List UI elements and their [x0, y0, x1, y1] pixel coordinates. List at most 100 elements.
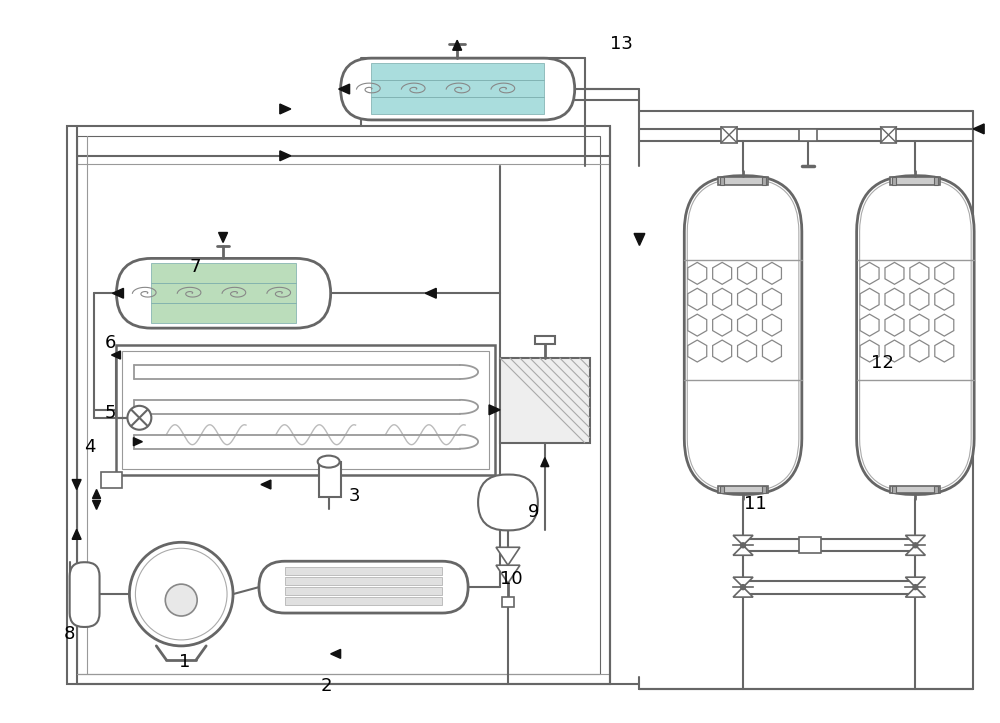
- Bar: [371, 97, 544, 114]
- Bar: [720, 176, 724, 184]
- Polygon shape: [738, 340, 757, 362]
- Bar: [718, 486, 768, 494]
- Polygon shape: [885, 340, 904, 362]
- Polygon shape: [111, 351, 120, 359]
- Circle shape: [165, 584, 197, 616]
- Polygon shape: [910, 262, 929, 284]
- Polygon shape: [738, 315, 757, 336]
- Bar: [101, 471, 122, 487]
- Polygon shape: [910, 315, 929, 336]
- FancyBboxPatch shape: [687, 179, 799, 492]
- Text: 4: 4: [84, 437, 95, 455]
- Bar: [122, 351, 489, 469]
- Polygon shape: [905, 577, 925, 587]
- Text: 5: 5: [105, 403, 116, 422]
- Bar: [934, 486, 938, 494]
- Circle shape: [127, 406, 151, 429]
- Polygon shape: [885, 288, 904, 310]
- FancyBboxPatch shape: [684, 176, 802, 495]
- Ellipse shape: [318, 455, 340, 468]
- Polygon shape: [905, 587, 925, 597]
- Bar: [799, 537, 821, 553]
- Polygon shape: [489, 405, 500, 415]
- Polygon shape: [860, 288, 879, 310]
- Polygon shape: [738, 288, 757, 310]
- Polygon shape: [496, 547, 520, 565]
- Polygon shape: [935, 315, 954, 336]
- Polygon shape: [688, 288, 707, 310]
- Polygon shape: [72, 479, 81, 489]
- Bar: [77, 136, 600, 674]
- FancyBboxPatch shape: [857, 176, 974, 495]
- FancyBboxPatch shape: [478, 474, 538, 531]
- Polygon shape: [425, 288, 436, 298]
- Polygon shape: [910, 288, 929, 310]
- Bar: [890, 176, 940, 184]
- Bar: [502, 597, 514, 607]
- Polygon shape: [905, 545, 925, 555]
- Polygon shape: [634, 234, 645, 245]
- Polygon shape: [733, 545, 753, 555]
- FancyBboxPatch shape: [860, 179, 971, 492]
- Polygon shape: [280, 104, 291, 114]
- Bar: [892, 486, 896, 494]
- Polygon shape: [713, 340, 732, 362]
- Polygon shape: [885, 315, 904, 336]
- Polygon shape: [733, 535, 753, 545]
- Polygon shape: [93, 489, 101, 498]
- Polygon shape: [541, 458, 549, 466]
- Bar: [285, 597, 442, 605]
- Bar: [718, 176, 768, 184]
- Bar: [67, 126, 610, 684]
- Bar: [799, 129, 817, 141]
- Circle shape: [129, 542, 233, 646]
- Polygon shape: [219, 233, 228, 242]
- Polygon shape: [905, 535, 925, 545]
- Polygon shape: [935, 288, 954, 310]
- Polygon shape: [860, 340, 879, 362]
- Text: 7: 7: [189, 258, 201, 276]
- Bar: [881, 127, 896, 143]
- Polygon shape: [713, 262, 732, 284]
- Polygon shape: [738, 262, 757, 284]
- Circle shape: [913, 543, 918, 548]
- FancyBboxPatch shape: [70, 562, 100, 627]
- FancyBboxPatch shape: [116, 258, 331, 328]
- Bar: [720, 486, 724, 494]
- Polygon shape: [733, 587, 753, 597]
- Polygon shape: [762, 262, 781, 284]
- Polygon shape: [688, 262, 707, 284]
- Polygon shape: [762, 288, 781, 310]
- Circle shape: [135, 548, 227, 640]
- Bar: [500, 358, 590, 442]
- Polygon shape: [973, 124, 984, 134]
- Circle shape: [741, 585, 746, 590]
- Bar: [371, 80, 544, 97]
- Bar: [535, 336, 555, 344]
- Polygon shape: [339, 84, 350, 94]
- Bar: [934, 176, 938, 184]
- Polygon shape: [280, 151, 291, 161]
- Polygon shape: [762, 340, 781, 362]
- Circle shape: [913, 585, 918, 590]
- Bar: [762, 486, 766, 494]
- Bar: [892, 176, 896, 184]
- Text: 13: 13: [610, 35, 632, 54]
- Text: 9: 9: [528, 503, 539, 521]
- Polygon shape: [496, 565, 520, 583]
- Bar: [285, 568, 442, 576]
- Bar: [721, 127, 737, 143]
- Circle shape: [741, 543, 746, 548]
- Polygon shape: [713, 315, 732, 336]
- Text: 12: 12: [871, 354, 893, 372]
- Bar: [762, 176, 766, 184]
- Bar: [319, 461, 341, 497]
- Polygon shape: [331, 649, 341, 659]
- FancyBboxPatch shape: [341, 58, 575, 120]
- Polygon shape: [261, 480, 271, 489]
- Bar: [890, 486, 940, 494]
- Bar: [116, 345, 495, 474]
- Polygon shape: [762, 315, 781, 336]
- Polygon shape: [885, 262, 904, 284]
- Bar: [371, 63, 544, 80]
